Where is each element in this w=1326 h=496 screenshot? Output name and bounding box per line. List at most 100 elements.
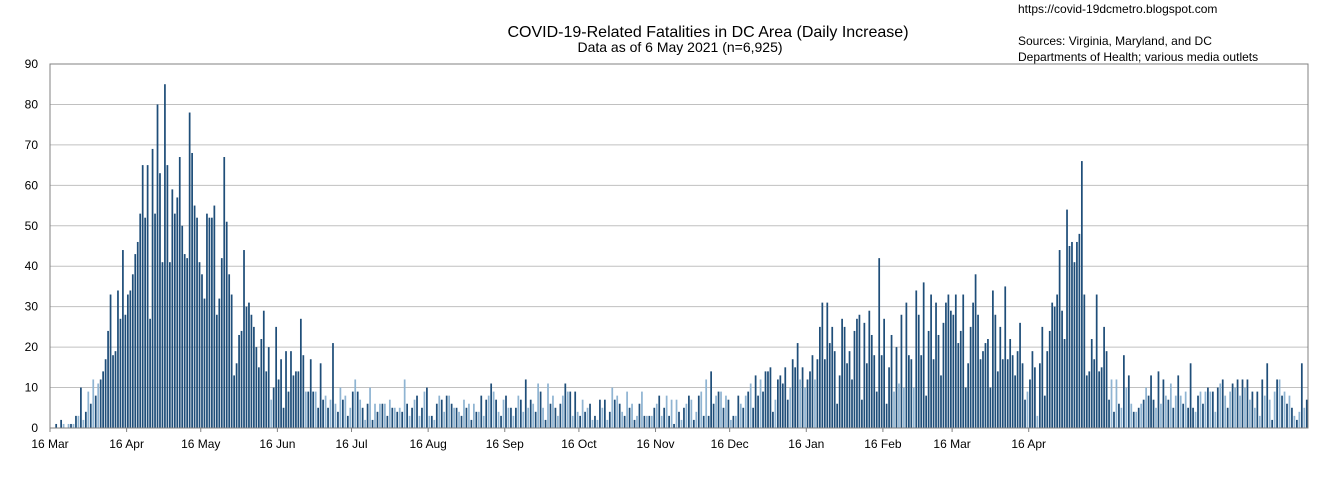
bar [510, 407, 512, 428]
bar [381, 403, 384, 428]
bar [1058, 250, 1061, 428]
bar [490, 383, 493, 428]
bar [356, 391, 359, 428]
bar [75, 415, 77, 428]
bar [650, 415, 653, 428]
bar [1066, 209, 1068, 428]
bar [930, 294, 932, 428]
bar [977, 314, 979, 428]
bar [927, 330, 930, 428]
bar [139, 213, 142, 428]
axes [49, 63, 1309, 429]
bar [623, 415, 626, 428]
bar [173, 213, 176, 428]
bar [524, 379, 527, 428]
bar [1172, 407, 1175, 428]
bar [89, 403, 92, 428]
bar [846, 363, 848, 428]
bar [754, 375, 757, 428]
bar [235, 363, 238, 428]
bar [1036, 415, 1039, 428]
bar [712, 403, 715, 428]
bar [107, 330, 109, 428]
bar [460, 415, 463, 428]
bar [70, 423, 72, 428]
bar [786, 399, 789, 428]
bar [1108, 399, 1110, 428]
bar [742, 407, 745, 428]
bar [781, 383, 784, 428]
bar [438, 395, 441, 428]
bar [529, 399, 532, 428]
bar [752, 407, 755, 428]
bar [361, 407, 364, 428]
bar [987, 339, 989, 428]
bar [502, 399, 505, 428]
bar [1249, 399, 1251, 428]
bar [206, 213, 208, 428]
bar [917, 314, 920, 428]
bar [643, 415, 646, 428]
bar [705, 379, 708, 428]
bar [865, 363, 868, 428]
bar [925, 395, 928, 428]
bar [542, 407, 544, 428]
bar [935, 302, 937, 428]
bar [492, 391, 495, 428]
bar [1132, 411, 1135, 428]
bar [655, 403, 658, 428]
bar [1258, 415, 1261, 428]
bar [240, 330, 243, 428]
bar [984, 343, 987, 428]
bar [833, 351, 836, 428]
bar [1256, 391, 1259, 428]
x-tick-label: 16 Mar [31, 437, 68, 451]
bar [201, 274, 203, 428]
bar [285, 351, 287, 428]
bar [225, 221, 228, 428]
bar [1244, 387, 1246, 428]
bar [1261, 379, 1264, 428]
bar [591, 419, 594, 428]
bar [112, 355, 114, 428]
bar [814, 379, 816, 428]
bar [186, 258, 189, 428]
chart-title: COVID-19-Related Fatalities in DC Area (… [507, 24, 908, 41]
bar [1204, 391, 1207, 428]
bar [910, 359, 913, 428]
bar [443, 411, 446, 428]
bar [534, 411, 537, 428]
bar [169, 262, 171, 428]
bar [759, 379, 762, 428]
bar [1298, 411, 1301, 428]
bar [861, 399, 863, 428]
bar [1073, 262, 1076, 428]
bar [1216, 387, 1219, 428]
bar [957, 343, 960, 428]
bar [1061, 310, 1063, 428]
bar [176, 197, 179, 428]
bar [1157, 371, 1160, 428]
bar [366, 403, 369, 428]
bar [707, 415, 710, 428]
bar [1169, 383, 1172, 428]
bar [80, 387, 82, 428]
bar [537, 383, 539, 428]
bar [314, 391, 317, 428]
bar [1103, 326, 1105, 428]
bar [151, 148, 154, 428]
bar [1085, 375, 1088, 428]
bar [364, 419, 366, 428]
bar [823, 359, 826, 428]
bar [675, 399, 678, 428]
bar [119, 318, 122, 428]
bar [188, 112, 191, 428]
bar [695, 411, 698, 428]
bar [260, 339, 263, 428]
bar [1291, 407, 1293, 428]
bar [1286, 403, 1288, 428]
bar [122, 250, 124, 428]
bar [584, 411, 586, 428]
bar [1305, 399, 1308, 428]
bar [159, 173, 161, 428]
